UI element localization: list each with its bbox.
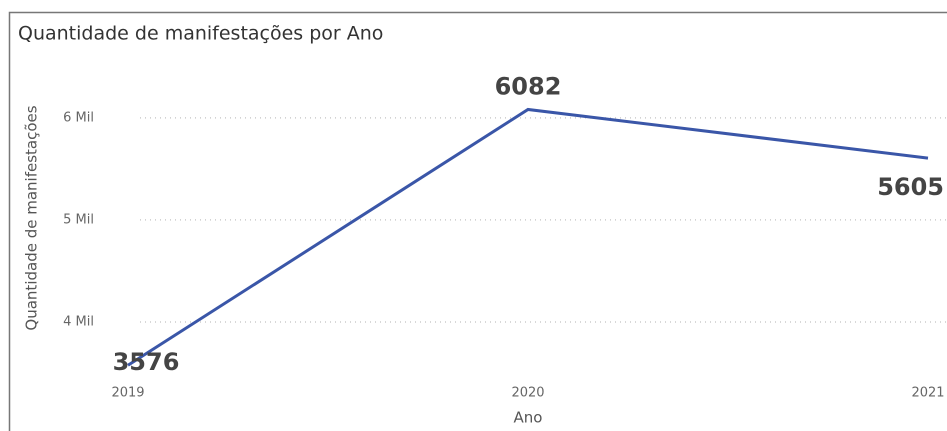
y-tick-label: 6 Mil bbox=[63, 110, 94, 125]
x-tick-label: 2021 bbox=[911, 386, 944, 401]
y-axis-title: Quantidade de manifestações bbox=[23, 105, 41, 330]
x-tick-label: 2019 bbox=[111, 386, 144, 401]
x-axis-title: Ano bbox=[514, 409, 543, 427]
x-tick-label: 2020 bbox=[511, 386, 544, 401]
y-tick-label: 5 Mil bbox=[63, 212, 94, 227]
chart-title: Quantidade de manifestações por Ano bbox=[18, 23, 383, 45]
y-tick-label: 4 Mil bbox=[63, 314, 94, 329]
data-label: 3576 bbox=[113, 348, 180, 376]
frame bbox=[8, 11, 947, 431]
data-label: 5605 bbox=[877, 173, 944, 201]
line bbox=[127, 107, 929, 367]
data-label: 6082 bbox=[495, 72, 562, 100]
